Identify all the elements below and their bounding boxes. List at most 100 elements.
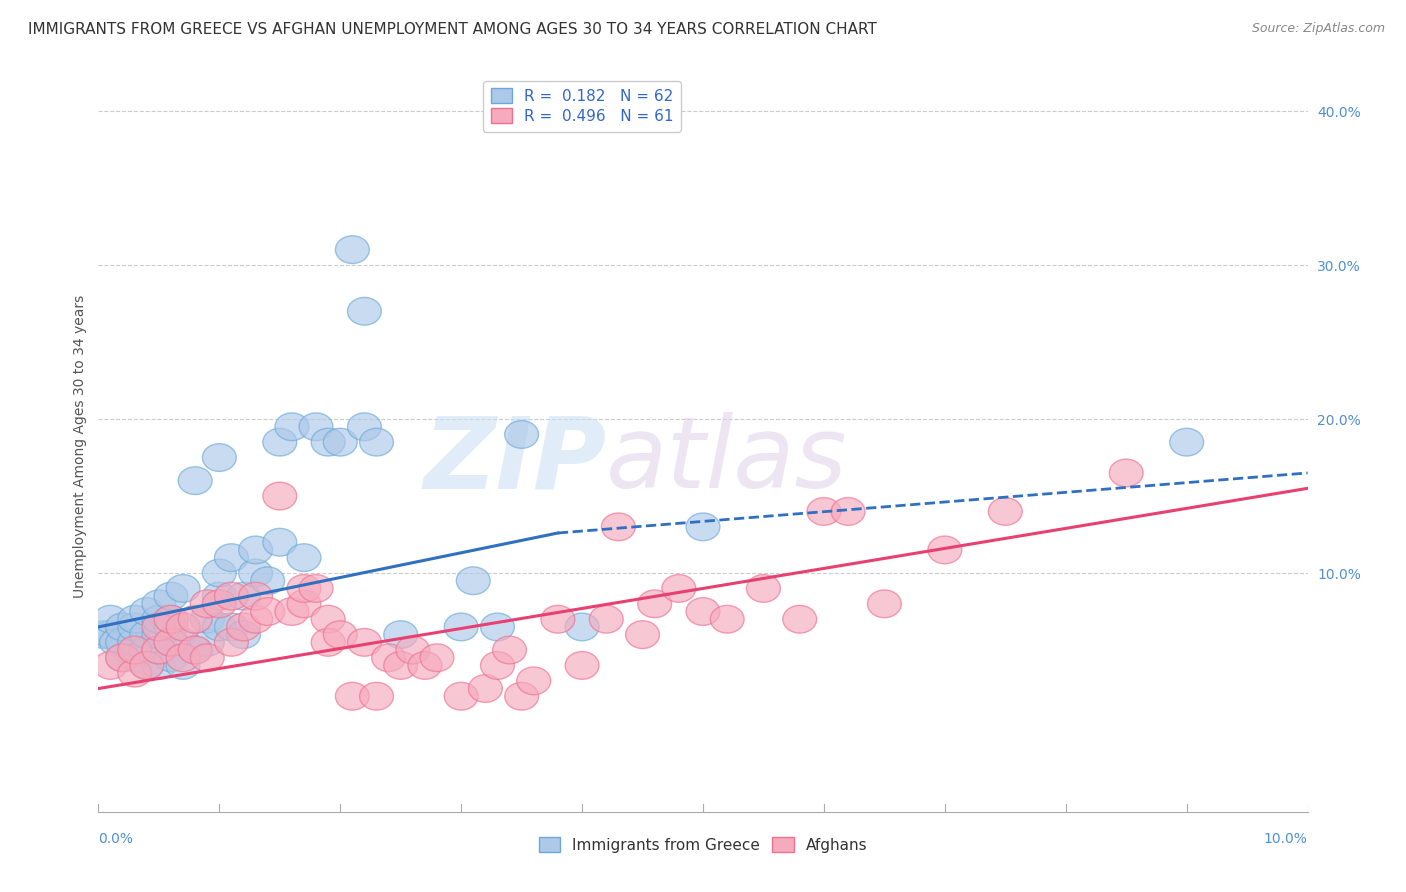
Ellipse shape: [589, 606, 623, 633]
Ellipse shape: [142, 606, 176, 633]
Text: IMMIGRANTS FROM GREECE VS AFGHAN UNEMPLOYMENT AMONG AGES 30 TO 34 YEARS CORRELAT: IMMIGRANTS FROM GREECE VS AFGHAN UNEMPLO…: [28, 22, 877, 37]
Ellipse shape: [94, 621, 128, 648]
Ellipse shape: [142, 613, 176, 640]
Ellipse shape: [481, 613, 515, 640]
Ellipse shape: [190, 606, 224, 633]
Ellipse shape: [250, 598, 284, 625]
Ellipse shape: [323, 428, 357, 456]
Ellipse shape: [747, 574, 780, 602]
Ellipse shape: [142, 590, 176, 617]
Ellipse shape: [94, 606, 128, 633]
Ellipse shape: [250, 567, 284, 595]
Ellipse shape: [118, 636, 152, 664]
Ellipse shape: [541, 606, 575, 633]
Ellipse shape: [202, 443, 236, 471]
Ellipse shape: [468, 674, 502, 702]
Ellipse shape: [87, 621, 121, 648]
Ellipse shape: [868, 590, 901, 617]
Ellipse shape: [263, 483, 297, 510]
Ellipse shape: [118, 659, 152, 687]
Ellipse shape: [336, 235, 370, 263]
Ellipse shape: [287, 590, 321, 617]
Ellipse shape: [311, 629, 344, 657]
Ellipse shape: [360, 428, 394, 456]
Ellipse shape: [396, 636, 430, 664]
Ellipse shape: [100, 629, 134, 657]
Ellipse shape: [505, 421, 538, 449]
Ellipse shape: [263, 428, 297, 456]
Ellipse shape: [299, 413, 333, 441]
Ellipse shape: [239, 606, 273, 633]
Ellipse shape: [155, 606, 188, 633]
Ellipse shape: [420, 644, 454, 672]
Ellipse shape: [105, 644, 139, 672]
Ellipse shape: [287, 574, 321, 602]
Ellipse shape: [142, 621, 176, 648]
Ellipse shape: [347, 413, 381, 441]
Ellipse shape: [190, 644, 224, 672]
Ellipse shape: [323, 621, 357, 648]
Ellipse shape: [129, 651, 163, 680]
Ellipse shape: [142, 636, 176, 664]
Ellipse shape: [129, 598, 163, 625]
Text: Source: ZipAtlas.com: Source: ZipAtlas.com: [1251, 22, 1385, 36]
Ellipse shape: [565, 651, 599, 680]
Ellipse shape: [347, 629, 381, 657]
Ellipse shape: [239, 582, 273, 610]
Text: ZIP: ZIP: [423, 412, 606, 509]
Text: 0.0%: 0.0%: [98, 831, 134, 846]
Ellipse shape: [129, 621, 163, 648]
Ellipse shape: [1170, 428, 1204, 456]
Ellipse shape: [360, 682, 394, 710]
Ellipse shape: [408, 651, 441, 680]
Ellipse shape: [166, 629, 200, 657]
Ellipse shape: [988, 498, 1022, 525]
Text: atlas: atlas: [606, 412, 848, 509]
Ellipse shape: [215, 629, 249, 657]
Ellipse shape: [783, 606, 817, 633]
Ellipse shape: [142, 651, 176, 680]
Ellipse shape: [384, 621, 418, 648]
Ellipse shape: [276, 413, 309, 441]
Ellipse shape: [226, 582, 260, 610]
Ellipse shape: [626, 621, 659, 648]
Ellipse shape: [166, 651, 200, 680]
Ellipse shape: [239, 559, 273, 587]
Ellipse shape: [263, 528, 297, 556]
Text: 10.0%: 10.0%: [1264, 831, 1308, 846]
Legend: Immigrants from Greece, Afghans: Immigrants from Greece, Afghans: [533, 831, 873, 859]
Ellipse shape: [686, 598, 720, 625]
Ellipse shape: [118, 606, 152, 633]
Ellipse shape: [336, 682, 370, 710]
Ellipse shape: [565, 613, 599, 640]
Ellipse shape: [371, 644, 405, 672]
Ellipse shape: [105, 629, 139, 657]
Ellipse shape: [155, 644, 188, 672]
Ellipse shape: [1109, 459, 1143, 487]
Ellipse shape: [276, 598, 309, 625]
Ellipse shape: [94, 651, 128, 680]
Ellipse shape: [118, 644, 152, 672]
Ellipse shape: [202, 590, 236, 617]
Ellipse shape: [202, 582, 236, 610]
Ellipse shape: [686, 513, 720, 541]
Ellipse shape: [155, 629, 188, 657]
Ellipse shape: [105, 644, 139, 672]
Ellipse shape: [638, 590, 672, 617]
Ellipse shape: [807, 498, 841, 525]
Ellipse shape: [129, 636, 163, 664]
Ellipse shape: [202, 613, 236, 640]
Ellipse shape: [287, 544, 321, 572]
Ellipse shape: [179, 467, 212, 494]
Ellipse shape: [166, 574, 200, 602]
Ellipse shape: [179, 606, 212, 633]
Ellipse shape: [444, 682, 478, 710]
Ellipse shape: [311, 606, 344, 633]
Ellipse shape: [190, 590, 224, 617]
Ellipse shape: [129, 651, 163, 680]
Ellipse shape: [831, 498, 865, 525]
Ellipse shape: [299, 574, 333, 602]
Ellipse shape: [602, 513, 636, 541]
Ellipse shape: [457, 567, 491, 595]
Ellipse shape: [155, 629, 188, 657]
